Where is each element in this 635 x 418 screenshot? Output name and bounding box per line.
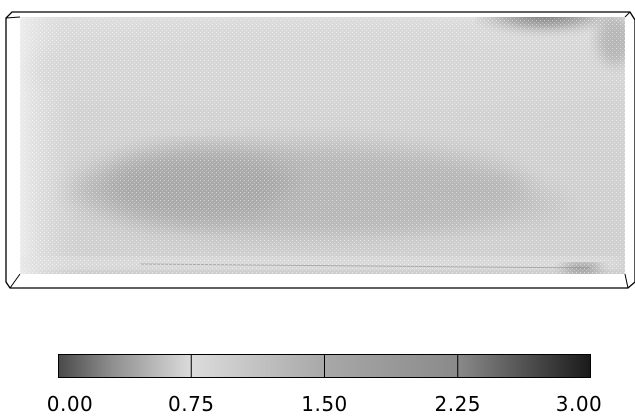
corner-mark-bl xyxy=(9,273,21,289)
corner-mark-br xyxy=(624,273,629,289)
colorbar-tick-label: 1.50 xyxy=(301,392,348,416)
colorbar-tick-label: 3.00 xyxy=(555,392,603,416)
colorbar-tick-label: 2.25 xyxy=(434,392,482,416)
corner-mark-tr xyxy=(624,11,631,18)
colorbar-tick-label: 0.75 xyxy=(167,392,215,416)
colorbar-dividers xyxy=(190,354,459,378)
velocity-field xyxy=(20,17,625,274)
flow-field-plot xyxy=(5,11,635,289)
corner-mark-tl xyxy=(5,16,21,19)
colorbar-tick-label: 0.00 xyxy=(46,392,94,416)
colorbar xyxy=(58,354,591,378)
